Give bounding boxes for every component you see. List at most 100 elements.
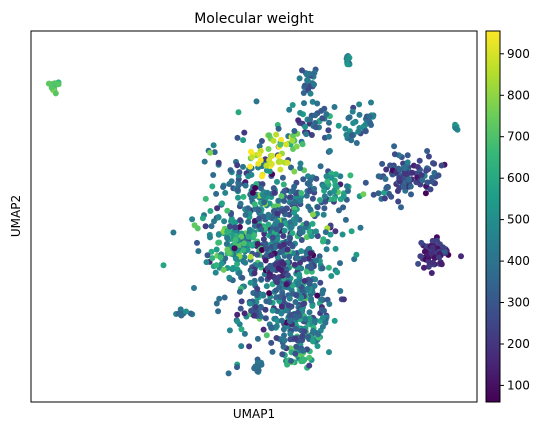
scatter-points (45, 53, 464, 377)
scatter-point (201, 158, 208, 165)
scatter-point (438, 162, 445, 169)
scatter-point (324, 178, 331, 185)
scatter-point (314, 343, 321, 350)
scatter-point (316, 253, 323, 260)
scatter-point (326, 148, 333, 155)
scatter-point (317, 279, 324, 286)
scatter-point (245, 233, 252, 240)
scatter-point (267, 262, 274, 269)
scatter-point (313, 228, 319, 235)
scatter-point (273, 226, 280, 232)
scatter-point (301, 100, 307, 107)
scatter-point (370, 191, 377, 198)
scatter-point (191, 285, 197, 291)
scatter-point (348, 228, 355, 235)
scatter-point (320, 183, 327, 190)
scatter-point (306, 309, 313, 316)
plot-area (31, 31, 477, 402)
scatter-point (319, 238, 326, 245)
scatter-point (305, 333, 311, 340)
scatter-point (236, 169, 243, 176)
scatter-point (306, 280, 313, 287)
scatter-point (273, 131, 280, 138)
scatter-point (213, 246, 220, 253)
scatter-point (262, 315, 269, 322)
colorbar-tick-label: 100 (507, 378, 530, 392)
scatter-point (291, 128, 298, 134)
scatter-point (245, 205, 251, 212)
scatter-point (296, 271, 303, 278)
scatter-point (262, 257, 269, 264)
scatter-point (209, 255, 216, 262)
scatter-point (321, 205, 328, 212)
scatter-point (273, 323, 280, 330)
scatter-point (290, 187, 297, 194)
scatter-point (234, 187, 241, 193)
scatter-point (287, 336, 294, 343)
scatter-point (241, 129, 248, 136)
scatter-point (297, 197, 304, 204)
scatter-point (366, 113, 373, 120)
scatter-point (434, 237, 440, 244)
scatter-point (429, 178, 435, 185)
scatter-point (278, 317, 285, 324)
scatter-point (234, 260, 241, 267)
scatter-point (284, 246, 291, 253)
scatter-point (439, 244, 446, 251)
scatter-point (436, 254, 442, 261)
scatter-point (340, 204, 347, 211)
scatter-point (310, 211, 316, 218)
scatter-point (260, 291, 267, 298)
scatter-point (262, 306, 269, 313)
scatter-point (236, 288, 243, 295)
scatter-point (356, 111, 363, 118)
scatter-point (236, 224, 243, 230)
scatter-point (256, 143, 263, 150)
scatter-point (319, 323, 326, 330)
scatter-point (215, 214, 222, 220)
scatter-point (309, 338, 316, 345)
scatter-point (263, 162, 270, 169)
scatter-point (260, 326, 267, 333)
scatter-point (294, 255, 301, 262)
scatter-point (319, 265, 326, 272)
scatter-point (224, 235, 231, 242)
scatter-point (325, 127, 332, 134)
scatter-point (263, 298, 270, 305)
scatter-point (234, 134, 241, 141)
scatter-point (226, 249, 233, 256)
scatter-point (317, 197, 323, 203)
scatter-point (323, 111, 330, 118)
scatter-point (408, 191, 414, 198)
scatter-point (260, 236, 267, 243)
scatter-point (300, 301, 307, 307)
scatter-point (299, 141, 306, 148)
scatter-point (187, 310, 194, 317)
scatter-point (404, 159, 411, 166)
scatter-point (258, 138, 265, 144)
scatter-point (280, 326, 287, 333)
scatter-point (328, 273, 335, 279)
scatter-point (258, 226, 265, 233)
scatter-point (280, 181, 287, 188)
scatter-point (263, 245, 270, 252)
scatter-point (302, 316, 309, 322)
chart-title: Molecular weight (194, 11, 314, 27)
scatter-point (246, 343, 253, 350)
scatter-point (340, 296, 347, 303)
scatter-point (297, 225, 303, 232)
scatter-point (283, 141, 290, 148)
scatter-point (238, 326, 245, 333)
scatter-point (315, 331, 321, 338)
plot-frame (30, 30, 478, 403)
scatter-point (347, 172, 354, 179)
scatter-point (402, 165, 408, 172)
scatter-point (293, 143, 300, 150)
scatter-point (266, 290, 273, 297)
scatter-point (304, 77, 311, 84)
scatter-point (226, 327, 233, 334)
scatter-point (213, 190, 220, 197)
scatter-point (406, 176, 412, 183)
scatter-point (241, 330, 248, 337)
